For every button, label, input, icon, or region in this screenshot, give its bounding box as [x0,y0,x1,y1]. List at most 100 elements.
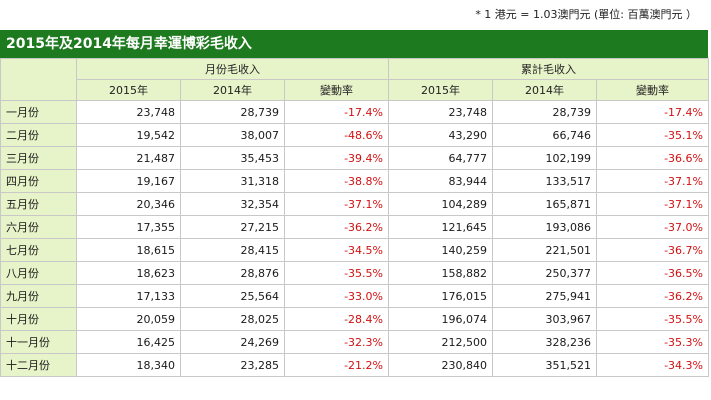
cumulative-2015-cell: 212,500 [388,330,493,354]
table-row: 五月份 20,346 32,354 -37.1% 104,289 165,871 -37.1… [0,192,709,216]
cumulative-2014-cell: 193,086 [492,215,597,239]
monthly-2015-cell: 17,133 [76,284,181,308]
cumulative-change-cell: -37.1% [596,169,709,193]
month-cell: 十月份 [0,307,77,331]
cumulative-2015-cell: 121,645 [388,215,493,239]
monthly-2014-cell: 32,354 [180,192,285,216]
unit-note: * 1 港元 = 1.03澳門元 (單位: 百萬澳門元 ） [475,8,697,21]
cumulative-change-cell: -35.5% [596,307,709,331]
col-header-monthly-change: 變動率 [284,79,389,101]
cumulative-2014-cell: 165,871 [492,192,597,216]
monthly-change-cell: -33.0% [284,284,389,308]
cumulative-2015-cell: 230,840 [388,353,493,377]
table-row: 八月份 18,623 28,876 -35.5% 158,882 250,377 -36.5… [0,261,709,285]
cumulative-2014-cell: 275,941 [492,284,597,308]
monthly-2015-cell: 17,355 [76,215,181,239]
monthly-2014-cell: 28,739 [180,100,285,124]
table-row: 七月份 18,615 28,415 -34.5% 140,259 221,501 -36.7… [0,238,709,262]
cumulative-2015-cell: 176,015 [388,284,493,308]
cumulative-2014-cell: 28,739 [492,100,597,124]
cumulative-2014-cell: 351,521 [492,353,597,377]
cumulative-change-cell: -37.1% [596,192,709,216]
monthly-2014-cell: 38,007 [180,123,285,147]
month-cell: 六月份 [0,215,77,239]
monthly-change-cell: -34.5% [284,238,389,262]
cumulative-change-cell: -37.0% [596,215,709,239]
cumulative-change-cell: -36.7% [596,238,709,262]
cumulative-2015-cell: 83,944 [388,169,493,193]
monthly-revenue-header: 月份毛收入 [76,58,389,80]
month-cell: 十一月份 [0,330,77,354]
monthly-change-cell: -28.4% [284,307,389,331]
table-row: 十一月份 16,425 24,269 -32.3% 212,500 328,236 -35.… [0,330,709,354]
table-row: 六月份 17,355 27,215 -36.2% 121,645 193,086 -37.0… [0,215,709,239]
monthly-2015-cell: 23,748 [76,100,181,124]
cumulative-change-cell: -17.4% [596,100,709,124]
corner-cell [0,58,77,101]
cumulative-2015-cell: 158,882 [388,261,493,285]
month-cell: 二月份 [0,123,77,147]
cumulative-change-cell: -36.6% [596,146,709,170]
col-header-cumulative-2015: 2015年 [388,79,493,101]
month-cell: 十二月份 [0,353,77,377]
cumulative-change-cell: -34.3% [596,353,709,377]
monthly-2015-cell: 18,615 [76,238,181,262]
month-cell: 七月份 [0,238,77,262]
gaming-revenue-table: 月份毛收入 累計毛收入 2015年 2014年 變動率 2015年 2014年 … [0,58,709,377]
cumulative-change-cell: -35.1% [596,123,709,147]
table-row: 二月份 19,542 38,007 -48.6% 43,290 66,746 -35.1% [0,123,709,147]
monthly-2014-cell: 28,876 [180,261,285,285]
cumulative-2014-cell: 303,967 [492,307,597,331]
cumulative-2014-cell: 133,517 [492,169,597,193]
cumulative-change-cell: -36.2% [596,284,709,308]
cumulative-2014-cell: 102,199 [492,146,597,170]
monthly-change-cell: -36.2% [284,215,389,239]
cumulative-revenue-header: 累計毛收入 [388,58,709,80]
col-header-monthly-2014: 2014年 [180,79,285,101]
monthly-2014-cell: 24,269 [180,330,285,354]
monthly-change-cell: -38.8% [284,169,389,193]
monthly-2015-cell: 19,167 [76,169,181,193]
monthly-2015-cell: 20,346 [76,192,181,216]
monthly-2014-cell: 25,564 [180,284,285,308]
month-cell: 一月份 [0,100,77,124]
monthly-2014-cell: 28,415 [180,238,285,262]
monthly-2014-cell: 28,025 [180,307,285,331]
group-header-row: 月份毛收入 累計毛收入 [0,58,709,101]
monthly-2015-cell: 20,059 [76,307,181,331]
month-cell: 八月份 [0,261,77,285]
monthly-change-cell: -32.3% [284,330,389,354]
cumulative-change-cell: -36.5% [596,261,709,285]
monthly-2014-cell: 35,453 [180,146,285,170]
month-cell: 五月份 [0,192,77,216]
col-header-cumulative-2014: 2014年 [492,79,597,101]
col-header-cumulative-change: 變動率 [596,79,709,101]
monthly-2014-cell: 31,318 [180,169,285,193]
monthly-2015-cell: 16,425 [76,330,181,354]
monthly-change-cell: -35.5% [284,261,389,285]
cumulative-2015-cell: 196,074 [388,307,493,331]
cumulative-2014-cell: 66,746 [492,123,597,147]
cumulative-2015-cell: 64,777 [388,146,493,170]
cumulative-2014-cell: 221,501 [492,238,597,262]
monthly-change-cell: -17.4% [284,100,389,124]
monthly-2015-cell: 21,487 [76,146,181,170]
month-cell: 三月份 [0,146,77,170]
table-row: 九月份 17,133 25,564 -33.0% 176,015 275,941 -36.2… [0,284,709,308]
cumulative-2015-cell: 140,259 [388,238,493,262]
col-header-monthly-2015: 2015年 [76,79,181,101]
table-row: 四月份 19,167 31,318 -38.8% 83,944 133,517 -37.1% [0,169,709,193]
column-header-row: 2015年 2014年 變動率 2015年 2014年 變動率 [1,79,709,101]
table-row: 十月份 20,059 28,025 -28.4% 196,074 303,967 -35.5… [0,307,709,331]
cumulative-2015-cell: 43,290 [388,123,493,147]
monthly-2014-cell: 27,215 [180,215,285,239]
monthly-2015-cell: 19,542 [76,123,181,147]
monthly-change-cell: -21.2% [284,353,389,377]
table-row: 十二月份 18,340 23,285 -21.2% 230,840 351,521 -34.… [0,353,709,377]
cumulative-change-cell: -35.3% [596,330,709,354]
monthly-change-cell: -48.6% [284,123,389,147]
monthly-2015-cell: 18,623 [76,261,181,285]
monthly-change-cell: -37.1% [284,192,389,216]
cumulative-2015-cell: 23,748 [388,100,493,124]
month-cell: 九月份 [0,284,77,308]
